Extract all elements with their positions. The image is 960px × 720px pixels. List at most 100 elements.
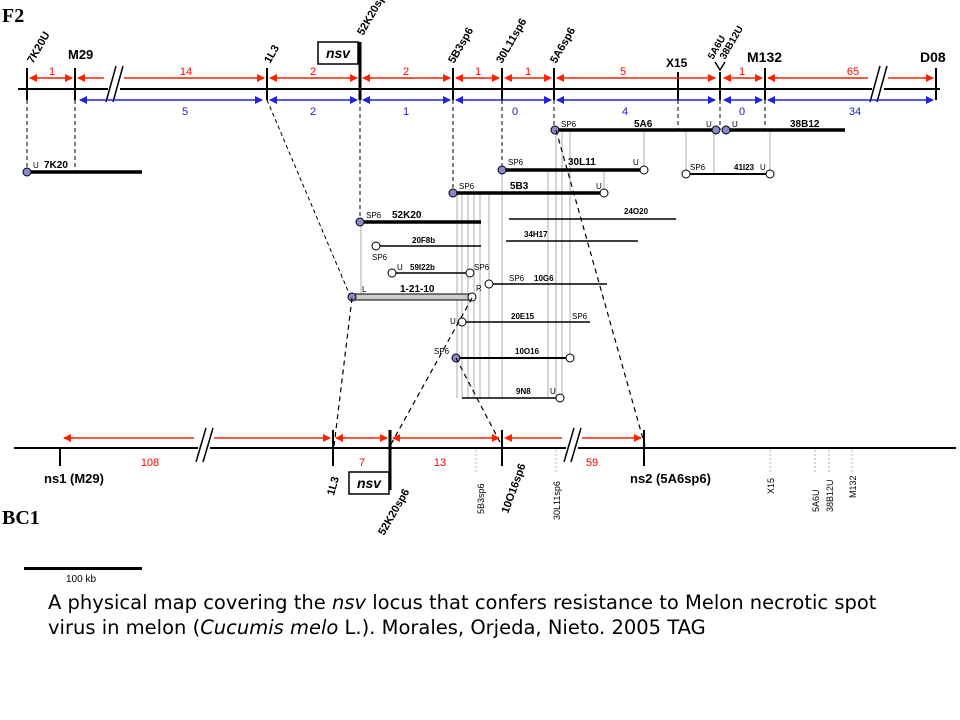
bc1-marker-labels: ns1 (M29) 1L3 52K20sp6 5B3sp6 10O16sp6 3… bbox=[44, 462, 858, 537]
clone-5B3: SP6 5B3 U bbox=[448, 181, 609, 198]
svg-text:U: U bbox=[633, 158, 639, 167]
svg-text:38B12: 38B12 bbox=[790, 119, 820, 130]
svg-text:U: U bbox=[760, 163, 766, 172]
marker-7K20U: 7K20U bbox=[25, 30, 53, 66]
svg-text:13: 13 bbox=[434, 457, 446, 469]
svg-text:7: 7 bbox=[359, 457, 365, 469]
bc1-marker-5B3sp6: 5B3sp6 bbox=[476, 483, 486, 514]
svg-text:30L11: 30L11 bbox=[568, 157, 596, 168]
dashed-projections-bottom bbox=[333, 129, 646, 447]
marker-M29: M29 bbox=[68, 47, 93, 62]
f2-blue-interval-labels: 5 2 1 0 4 0 34 bbox=[182, 106, 861, 118]
svg-text:L: L bbox=[362, 285, 367, 294]
svg-text:U: U bbox=[596, 182, 602, 191]
f2-marker-ticks bbox=[26, 42, 937, 100]
scale-bar bbox=[24, 567, 142, 570]
marker-5A6sp6: 5A6sp6 bbox=[548, 26, 578, 66]
svg-text:24O20: 24O20 bbox=[624, 207, 649, 216]
figure-caption: A physical map covering the nsv locus th… bbox=[48, 591, 877, 639]
svg-text:2: 2 bbox=[403, 66, 409, 78]
svg-text:SP6: SP6 bbox=[508, 158, 524, 167]
svg-text:9N8: 9N8 bbox=[516, 387, 531, 396]
svg-text:SP6: SP6 bbox=[561, 120, 577, 129]
svg-text:2: 2 bbox=[310, 106, 316, 118]
svg-text:5: 5 bbox=[620, 66, 626, 78]
svg-text:2: 2 bbox=[310, 66, 316, 78]
svg-text:10O16: 10O16 bbox=[515, 347, 540, 356]
bc1-marker-ns2: ns2 (5A6sp6) bbox=[630, 471, 711, 486]
clone-5A6: SP6 5A6 U bbox=[550, 119, 721, 135]
svg-text:0: 0 bbox=[512, 106, 518, 118]
svg-text:U: U bbox=[33, 161, 39, 170]
clone-59I22b: U 59I22b SP6 bbox=[387, 263, 490, 278]
svg-text:0: 0 bbox=[739, 106, 745, 118]
svg-text:59I22b: 59I22b bbox=[410, 263, 435, 272]
svg-text:65: 65 bbox=[847, 66, 859, 78]
svg-text:7K20: 7K20 bbox=[44, 160, 68, 171]
marker-M132: M132 bbox=[747, 49, 782, 65]
svg-text:59: 59 bbox=[586, 457, 598, 469]
bc1-axis-break-1 bbox=[195, 426, 214, 463]
axis-break-left bbox=[105, 62, 124, 103]
svg-text:1: 1 bbox=[475, 66, 481, 78]
svg-text:1: 1 bbox=[49, 66, 55, 78]
svg-text:10G6: 10G6 bbox=[534, 274, 554, 283]
bc1-marker-1L3: 1L3 bbox=[325, 475, 342, 496]
clone-52K20: SP6 52K20 bbox=[355, 210, 481, 227]
nsv-label-top: nsv bbox=[326, 45, 351, 61]
scale-bar-label: 100 kb bbox=[66, 574, 97, 585]
svg-text:U: U bbox=[397, 263, 403, 272]
svg-text:SP6: SP6 bbox=[509, 274, 525, 283]
svg-text:SP6: SP6 bbox=[366, 211, 382, 220]
clone-10O16: SP6 10O16 bbox=[434, 347, 575, 363]
dashed-projections-top bbox=[26, 99, 766, 299]
bc1-marker-30L11sp6: 30L11sp6 bbox=[552, 481, 562, 520]
marker-52K20sp6: 52K20sp6 bbox=[355, 0, 391, 37]
svg-text:20E15: 20E15 bbox=[511, 312, 535, 321]
svg-text:34: 34 bbox=[849, 106, 861, 118]
svg-text:1: 1 bbox=[739, 66, 745, 78]
bc1-axis-break-2 bbox=[563, 426, 582, 463]
svg-text:R: R bbox=[476, 284, 482, 293]
nsv-box-bottom bbox=[348, 471, 390, 495]
bc1-marker-ticks bbox=[59, 430, 645, 490]
svg-text:1: 1 bbox=[403, 106, 409, 118]
svg-text:SP6: SP6 bbox=[474, 263, 490, 272]
f2-marker-labels: 7K20U M29 1L3 52K20sp6 5B3sp6 30L11sp6 5… bbox=[25, 0, 946, 70]
bc1-minor-ticks bbox=[475, 450, 853, 472]
axis-break-right bbox=[869, 62, 888, 103]
svg-text:20F8b: 20F8b bbox=[412, 236, 435, 245]
marker-X15: X15 bbox=[666, 56, 688, 70]
marker-30L11sp6: 30L11sp6 bbox=[494, 17, 529, 66]
svg-text:5A6: 5A6 bbox=[634, 119, 653, 130]
svg-text:41I23: 41I23 bbox=[734, 163, 755, 172]
svg-text:U: U bbox=[450, 317, 456, 326]
marker-1L3: 1L3 bbox=[262, 43, 282, 65]
marker-5B3sp6: 5B3sp6 bbox=[446, 26, 476, 66]
clone-20F8b: SP6 20F8b bbox=[371, 236, 481, 262]
bc1-marker-5A6U: 5A6U bbox=[811, 489, 821, 512]
bc1-marker-10O16sp6: 10O16sp6 bbox=[500, 462, 529, 515]
clone-34H17: 34H17 bbox=[506, 230, 638, 242]
clone-10G6: SP6 10G6 R bbox=[476, 274, 607, 293]
clone-41I23: SP6 41I23 U bbox=[681, 163, 775, 179]
svg-text:SP6: SP6 bbox=[434, 347, 450, 356]
bc1-marker-ns1: ns1 (M29) bbox=[44, 471, 104, 486]
marker-D08: D08 bbox=[920, 49, 946, 65]
svg-text:108: 108 bbox=[141, 457, 159, 469]
svg-text:SP6: SP6 bbox=[690, 163, 706, 172]
svg-text:SP6: SP6 bbox=[572, 312, 588, 321]
svg-text:1-21-10: 1-21-10 bbox=[400, 284, 435, 295]
svg-text:5B3: 5B3 bbox=[510, 181, 529, 192]
svg-text:4: 4 bbox=[622, 106, 628, 118]
clone-38B12: U 38B12 bbox=[721, 119, 845, 135]
svg-text:5: 5 bbox=[182, 106, 188, 118]
bc1-marker-X15: X15 bbox=[766, 478, 776, 494]
clone-7K20: U 7K20 bbox=[22, 160, 142, 177]
bc1-marker-M132: M132 bbox=[848, 475, 858, 498]
panel-label-f2: F2 bbox=[2, 5, 24, 27]
nsv-label-bottom: nsv bbox=[357, 475, 382, 491]
svg-text:SP6: SP6 bbox=[459, 182, 475, 191]
y-fork-mark bbox=[714, 61, 726, 72]
svg-text:U: U bbox=[550, 387, 556, 396]
